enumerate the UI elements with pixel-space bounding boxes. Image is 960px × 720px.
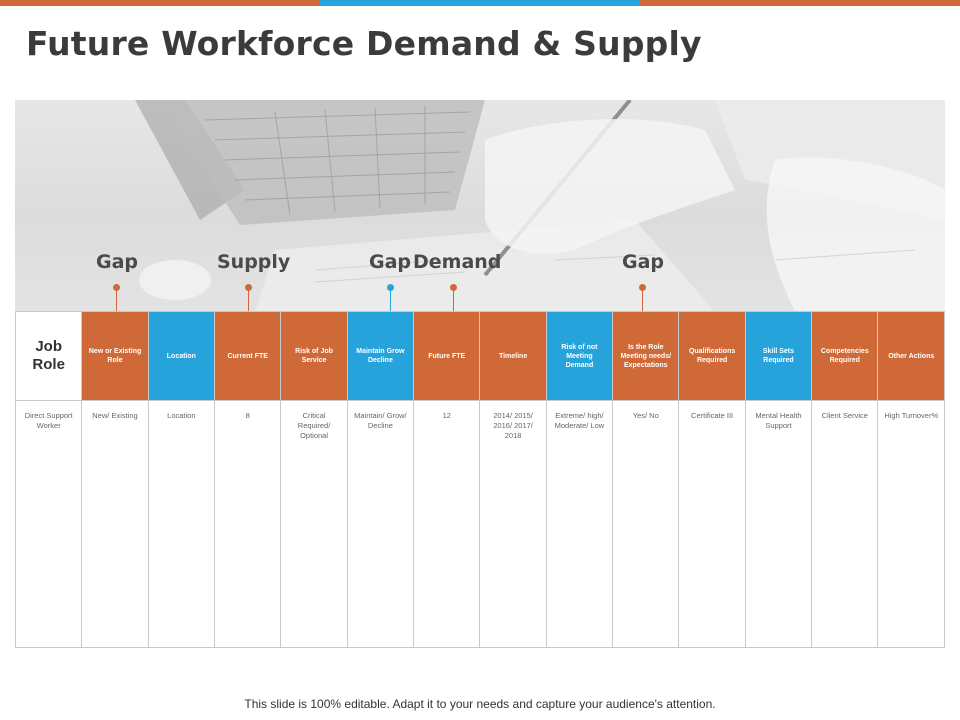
header-timeline: Timeline [479,311,547,401]
cell-location: Location [147,400,216,648]
cell-skill-sets-required: Mental Health Support [744,400,813,648]
header-skill-sets-required: Skill Sets Required [744,311,813,401]
cell-role-meeting-needs: Yes/ No [612,400,680,648]
cell-risk-of-not-meeting-demand: Extreme/ high/ Moderate/ Low [545,400,614,648]
header-competencies-required: Competencies Required [811,311,879,401]
marker-stem-gap-1 [116,287,117,312]
cell-qualifications-required: Certificate III [678,400,746,648]
accent-segment-orange-right [640,0,960,6]
cell-maintain-grow-decline: Maintain/ Grow/ Decline [346,400,415,648]
accent-segment-orange-left [0,0,320,6]
header-qualifications-required: Qualifications Required [678,311,746,401]
marker-label-gap-2: Gap [369,251,412,273]
header-maintain-grow-decline: Maintain Grow Decline [346,311,415,401]
header-risk-of-not-meeting-demand: Risk of not Meeting Demand [545,311,614,401]
cell-job-role: Direct Support Worker [14,400,83,648]
cell-other-actions: High Turnover% [877,400,945,648]
cell-competencies-required: Client Service [811,400,879,648]
workforce-table: Job Role New or Existing Role Location C… [14,311,945,648]
cell-future-fte: 12 [413,400,481,648]
marker-stem-gap-3 [642,287,643,312]
cell-risk-of-job-service: Critical Required/ Optional [280,400,348,648]
marker-stem-gap-2 [390,287,391,312]
laptop-writing-illustration [135,100,945,312]
cell-current-fte: 8 [214,400,282,648]
footer-note: This slide is 100% editable. Adapt it to… [244,697,716,711]
header-future-fte: Future FTE [413,311,481,401]
marker-label-supply: Supply [217,251,291,273]
marker-label-demand: Demand [413,251,502,273]
slide-title: Future Workforce Demand & Supply [26,24,702,63]
table-row: Direct Support Worker New/ Existing Loca… [14,400,945,648]
top-accent-bar [0,0,960,6]
table-header-row: Job Role New or Existing Role Location C… [14,311,945,401]
marker-stem-demand [453,287,454,312]
hero-photo [15,100,945,312]
header-new-or-existing-role: New or Existing Role [81,311,149,401]
cell-new-or-existing-role: New/ Existing [81,400,149,648]
accent-segment-blue [320,0,640,6]
marker-label-gap-1: Gap [96,251,139,273]
header-current-fte: Current FTE [214,311,282,401]
header-other-actions: Other Actions [877,311,945,401]
header-job-role: Job Role [14,311,83,401]
cell-timeline: 2014/ 2015/ 2016/ 2017/ 2018 [479,400,547,648]
marker-stem-supply [248,287,249,312]
header-risk-of-job-service: Risk of Job Service [280,311,348,401]
marker-label-gap-3: Gap [622,251,665,273]
header-location: Location [147,311,216,401]
header-role-meeting-needs: Is the Role Meeting needs/ Expectations [612,311,680,401]
